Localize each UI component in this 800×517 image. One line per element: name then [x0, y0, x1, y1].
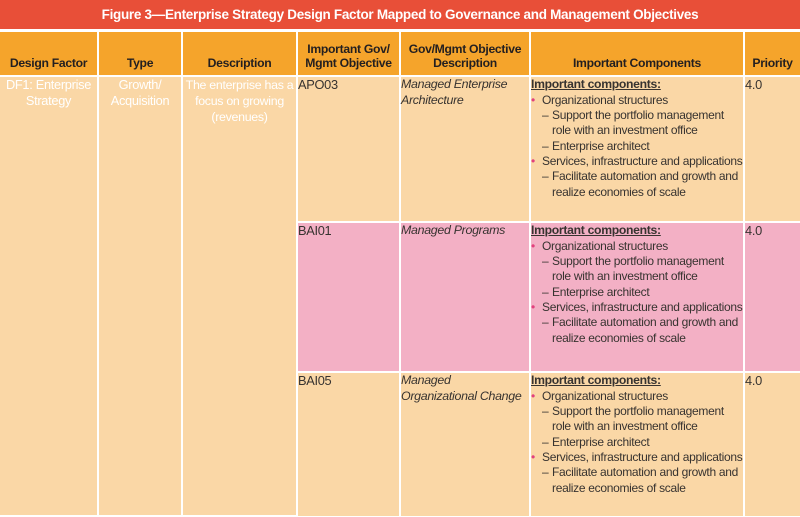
- component-sub-item: – Facilitate automation and growth and r…: [531, 169, 743, 200]
- figure-title: Figure 3—Enterprise Strategy Design Fact…: [0, 0, 800, 29]
- component-sub-item: – Support the portfolio management role …: [531, 254, 743, 285]
- design-factor-cell: DF1: Enterprise Strategy: [0, 75, 99, 517]
- objective-description-cell: Managed Organizational Change: [399, 371, 531, 516]
- components-heading: Important components:: [531, 77, 661, 91]
- component-sub-label: Facilitate automation and growth and rea…: [552, 169, 738, 199]
- dash-marker: –: [542, 169, 549, 184]
- important-components-cell: Important components: • Organizational s…: [529, 75, 745, 223]
- objective-description-cell: Managed Programs: [399, 221, 531, 373]
- col-header-priority: Priority: [743, 32, 800, 77]
- component-bullet-item: • Services, infrastructure and applicati…: [531, 450, 743, 465]
- objective-id-cell: BAI05: [297, 371, 401, 516]
- component-bullet-item: • Services, infrastructure and applicati…: [531, 300, 743, 315]
- dash-marker: –: [542, 107, 549, 122]
- component-sub-label: Support the portfolio management role wi…: [552, 253, 724, 284]
- component-label: Organizational structures: [542, 92, 668, 107]
- component-sub-item: – Facilitate automation and growth and r…: [531, 465, 743, 496]
- component-bullet-item: • Services, infrastructure and applicati…: [531, 154, 743, 169]
- components-heading: Important components:: [531, 223, 661, 237]
- dash-marker: –: [542, 465, 549, 480]
- component-sub-label: Enterprise architect: [552, 434, 650, 449]
- component-sub-item: – Support the portfolio management role …: [531, 404, 743, 435]
- component-sub-item: – Enterprise architect: [531, 285, 743, 300]
- bullet-marker: •: [531, 154, 535, 169]
- dash-marker: –: [542, 403, 549, 418]
- header-row: Design Factor Type Description Important…: [0, 32, 800, 77]
- bullet-marker: •: [531, 450, 535, 465]
- component-sub-item: – Support the portfolio management role …: [531, 108, 743, 139]
- description-cell: The enterprise has a focus on growing (r…: [181, 75, 298, 517]
- dash-marker: –: [542, 315, 549, 330]
- dash-marker: –: [542, 434, 549, 449]
- bullet-marker: •: [531, 238, 535, 253]
- important-components-cell: Important components: • Organizational s…: [529, 371, 745, 516]
- component-sub-item: – Facilitate automation and growth and r…: [531, 315, 743, 346]
- component-bullet-item: • Organizational structures: [531, 93, 743, 108]
- col-header-type: Type: [97, 32, 183, 77]
- components-heading: Important components:: [531, 373, 661, 387]
- objective-description-cell: Managed Enterprise Architecture: [399, 75, 531, 223]
- priority-cell: 4.0: [743, 75, 800, 223]
- col-header-important-components: Important Components: [529, 32, 745, 77]
- component-label: Services, infrastructure and application…: [542, 154, 743, 169]
- dash-marker: –: [542, 138, 549, 153]
- table-row-bai01: BAI01 Managed Programs Important compone…: [0, 221, 800, 373]
- col-header-important-gov-mgmt-objective: Important Gov/ Mgmt Objective: [296, 32, 401, 77]
- component-sub-label: Facilitate automation and growth and rea…: [552, 465, 738, 495]
- table-row-bai05: BAI05 Managed Organizational Change Impo…: [0, 371, 800, 516]
- component-sub-item: – Enterprise architect: [531, 435, 743, 450]
- component-sub-label: Support the portfolio management role wi…: [552, 107, 724, 138]
- col-header-gov-mgmt-objective-description: Gov/Mgmt Objective Description: [399, 32, 531, 77]
- component-bullet-item: • Organizational structures: [531, 389, 743, 404]
- design-factor-table: Design Factor Type Description Important…: [0, 32, 800, 517]
- component-label: Organizational structures: [542, 238, 668, 253]
- important-components-cell: Important components: • Organizational s…: [529, 221, 745, 373]
- priority-cell: 4.0: [743, 221, 800, 373]
- col-header-design-factor: Design Factor: [0, 32, 99, 77]
- component-label: Services, infrastructure and application…: [542, 300, 743, 315]
- objective-id-cell: APO03: [296, 75, 401, 223]
- component-label: Organizational structures: [542, 388, 668, 403]
- dash-marker: –: [542, 253, 549, 268]
- dash-marker: –: [542, 284, 549, 299]
- component-sub-label: Support the portfolio management role wi…: [552, 403, 724, 434]
- component-bullet-item: • Organizational structures: [531, 239, 743, 254]
- priority-cell: 4.0: [743, 371, 800, 516]
- component-sub-label: Facilitate automation and growth and rea…: [552, 315, 738, 345]
- component-sub-label: Enterprise architect: [552, 138, 650, 153]
- col-header-description: Description: [181, 32, 298, 77]
- table-row-apo03: DF1: Enterprise Strategy Growth/ Acquisi…: [0, 75, 800, 517]
- component-sub-item: – Enterprise architect: [531, 139, 743, 154]
- component-sub-label: Enterprise architect: [552, 284, 650, 299]
- component-label: Services, infrastructure and application…: [542, 450, 743, 465]
- type-cell: Growth/ Acquisition: [97, 75, 183, 517]
- objective-id-cell: BAI01: [297, 221, 401, 373]
- bullet-marker: •: [531, 300, 535, 315]
- bullet-marker: •: [531, 388, 535, 403]
- bullet-marker: •: [531, 92, 535, 107]
